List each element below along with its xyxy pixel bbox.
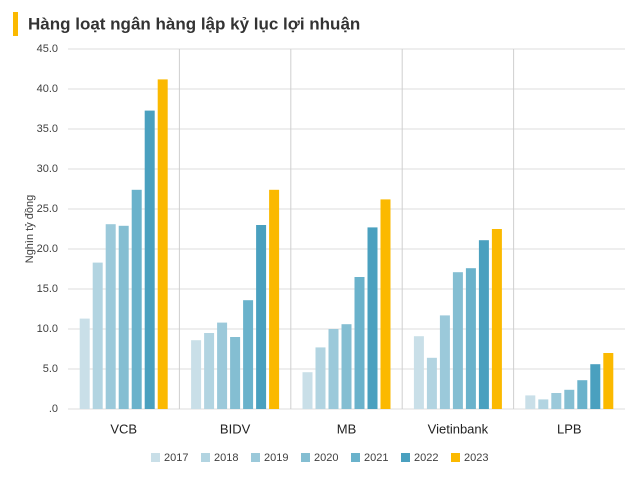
bar (551, 393, 562, 409)
legend-swatch (151, 453, 160, 462)
bar (269, 189, 280, 409)
bar (144, 110, 155, 409)
bar (478, 240, 489, 409)
bar (92, 262, 103, 409)
legend-label: 2021 (364, 452, 388, 464)
legend-label: 2022 (414, 452, 438, 464)
y-tick-label: 45.0 (37, 43, 58, 55)
bar (105, 224, 116, 409)
bar (452, 272, 463, 409)
x-tick-label: VCB (110, 421, 137, 436)
legend-label: 2019 (264, 452, 288, 464)
y-tick-label: 15.0 (37, 283, 58, 295)
bar (380, 199, 391, 409)
bar (341, 324, 352, 409)
legend-swatch (251, 453, 260, 462)
bar (590, 364, 601, 409)
legend-swatch (301, 453, 310, 462)
legend-swatch (201, 453, 210, 462)
bar (603, 353, 614, 409)
y-tick-label: 30.0 (37, 163, 58, 175)
bar (230, 337, 241, 409)
bar (243, 300, 254, 409)
bar (204, 333, 215, 409)
bar (131, 189, 142, 409)
bar (302, 372, 313, 409)
y-tick-label: 25.0 (37, 203, 58, 215)
bar (525, 395, 536, 409)
legend-swatch (351, 453, 360, 462)
bar (328, 329, 339, 409)
legend-label: 2020 (314, 452, 338, 464)
bar (315, 347, 326, 409)
bar (491, 229, 502, 409)
legend-label: 2017 (164, 452, 188, 464)
bar (413, 336, 424, 409)
bar (465, 268, 476, 409)
bar (439, 315, 450, 409)
bar (157, 79, 168, 410)
bar (118, 225, 129, 409)
bar (367, 227, 378, 409)
bar (426, 357, 437, 409)
y-tick-label: 40.0 (37, 83, 58, 95)
y-tick-label: 35.0 (37, 123, 58, 135)
bar (217, 322, 228, 409)
bar (191, 340, 202, 409)
x-tick-label: BIDV (220, 421, 251, 436)
bar (354, 277, 365, 409)
bar (79, 318, 90, 409)
bar (564, 389, 575, 409)
legend-swatch (451, 453, 460, 462)
y-tick-label: 5.0 (43, 363, 58, 375)
y-tick-label: 20.0 (37, 243, 58, 255)
bar (577, 380, 588, 409)
legend-label: 2023 (464, 452, 488, 464)
chart-title: Hàng loạt ngân hàng lập kỷ lục lợi nhuận (28, 14, 360, 33)
y-axis-label: Nghìn tỷ đồng (24, 195, 36, 264)
x-tick-label: MB (337, 421, 357, 436)
x-tick-label: Vietinbank (428, 421, 489, 436)
legend-label: 2018 (214, 452, 238, 464)
x-tick-label: LPB (557, 421, 582, 436)
y-tick-label: 10.0 (37, 323, 58, 335)
bar (256, 225, 267, 409)
legend-swatch (401, 453, 410, 462)
title-accent (13, 12, 18, 36)
bar (538, 399, 549, 409)
y-tick-label: .0 (49, 403, 58, 415)
